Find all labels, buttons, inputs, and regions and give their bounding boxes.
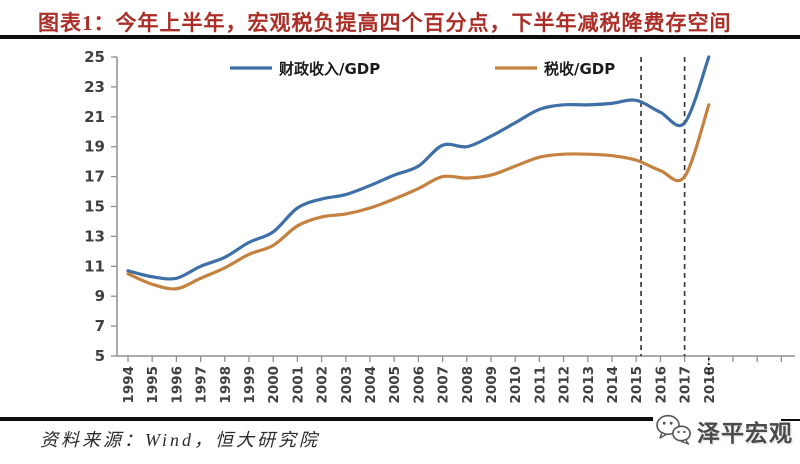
x-tick-label: 2005: [387, 366, 403, 404]
x-tick-label: 2008: [460, 366, 476, 404]
x-tick-label: 2016: [653, 366, 669, 404]
x-tick-label: 2011: [532, 366, 548, 404]
x-tick-label: 2018: [702, 366, 718, 404]
x-axis: 1994 1995 1996 1997 1998 1999 2000 2001 2002 2003…: [121, 356, 783, 404]
x-tick-label: 2009: [484, 366, 500, 404]
wechat-icon: [656, 414, 691, 445]
y-tick-label: 25: [84, 48, 105, 66]
x-tick-label: 1994: [121, 366, 137, 404]
legend-item-1: 税收/GDP: [495, 60, 615, 78]
legend-label: 税收/GDP: [544, 60, 615, 78]
y-tick-label: 21: [84, 108, 105, 126]
source-note: 资料来源：Wind，恒大研究院: [40, 430, 321, 450]
x-tick-label: 2002: [315, 366, 331, 404]
y-tick-label: 23: [84, 78, 105, 96]
y-axis: 5 7 9 11 13 15 17 19 21 23 25: [84, 48, 117, 365]
brand-logo: 泽平宏观: [655, 409, 797, 453]
y-tick-label: 15: [84, 198, 105, 216]
x-tick-label: 2017: [678, 366, 694, 404]
chart-title: 图表1：今年上半年，宏观税负提高四个百分点，下半年减税降费存空间: [38, 11, 732, 35]
x-tick-label: 1995: [145, 366, 161, 404]
y-tick-label: 5: [95, 347, 105, 365]
y-tick-label: 17: [84, 168, 105, 186]
x-tick-label: 1996: [169, 366, 185, 404]
x-tick-label: 2014: [605, 366, 621, 404]
legend-item-0: 财政收入/GDP: [230, 60, 380, 78]
y-tick-label: 9: [95, 287, 105, 305]
y-tick-label: 13: [84, 227, 105, 245]
footer-divider-stub: [781, 419, 800, 421]
x-tick-label: 2001: [290, 366, 306, 404]
x-tick-label: 2012: [557, 366, 573, 404]
series-line-0: [126, 55, 711, 281]
x-tick-label: 1997: [194, 366, 210, 404]
x-tick-label: 2007: [436, 366, 452, 404]
x-tick-label: 1999: [242, 366, 258, 404]
x-tick-label: 2013: [581, 366, 597, 404]
y-tick-label: 19: [84, 138, 105, 156]
y-tick-label: 11: [84, 257, 105, 275]
x-tick-label: 2015: [629, 366, 645, 404]
footer-divider: [0, 417, 653, 421]
x-tick-label: 2004: [363, 366, 379, 404]
legend-label: 财政收入/GDP: [279, 60, 380, 78]
title-divider: [0, 35, 800, 39]
x-tick-label: 2010: [508, 366, 524, 404]
x-tick-label: 2000: [266, 366, 282, 404]
x-tick-label: 2003: [339, 366, 355, 404]
logo-text: 泽平宏观: [697, 420, 793, 446]
y-tick-label: 7: [95, 317, 105, 335]
series-line-1: [126, 103, 711, 291]
x-tick-label: 2006: [411, 366, 427, 404]
x-tick-label: 1998: [218, 366, 234, 404]
